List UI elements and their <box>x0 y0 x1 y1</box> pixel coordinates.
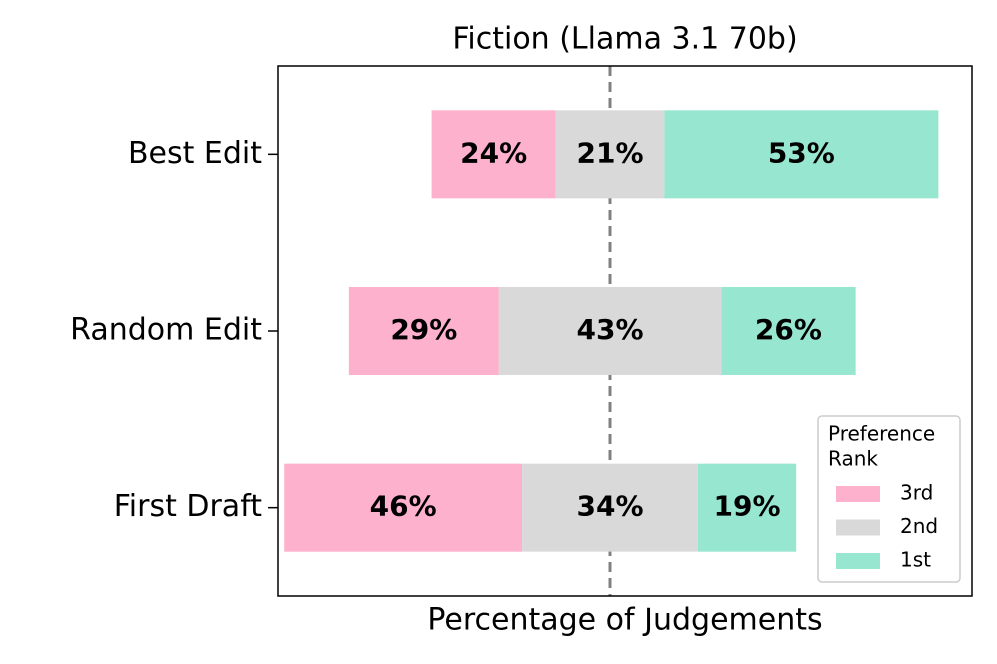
bar-segment <box>555 110 665 199</box>
legend-swatch <box>836 553 880 569</box>
value-label: 29% <box>390 313 457 346</box>
bar-segment <box>721 287 856 375</box>
y-tick-label: Best Edit <box>128 136 262 171</box>
bar-segment <box>284 463 523 552</box>
legend-title: Rank <box>828 447 878 471</box>
bar-segment <box>522 463 698 552</box>
value-label: 26% <box>755 313 822 346</box>
value-label: 46% <box>370 490 437 523</box>
bar-segment <box>348 287 499 375</box>
bar-segment <box>431 110 556 199</box>
value-label: 19% <box>714 490 781 523</box>
bar-segment <box>697 463 797 552</box>
value-label: 24% <box>460 136 527 169</box>
y-tick-label: First Draft <box>114 489 263 524</box>
legend-swatch <box>836 486 880 502</box>
bar-segment <box>498 287 722 375</box>
legend-swatch <box>836 519 880 536</box>
legend-label: 3rd <box>900 481 933 505</box>
value-label: 34% <box>576 490 643 523</box>
x-axis-label: Percentage of Judgements <box>427 603 822 638</box>
legend-title: Preference <box>828 422 935 446</box>
value-label: 53% <box>768 136 835 169</box>
axes-frame <box>277 65 973 597</box>
legend-label: 2nd <box>900 514 938 538</box>
value-label: 43% <box>576 313 643 346</box>
chart-title: Fiction (Llama 3.1 70b) <box>452 22 797 57</box>
y-tick-label: Random Edit <box>70 313 262 348</box>
legend-box <box>817 415 961 583</box>
bar-segment <box>664 110 939 199</box>
legend-label: 1st <box>900 548 931 572</box>
value-label: 21% <box>576 136 643 169</box>
